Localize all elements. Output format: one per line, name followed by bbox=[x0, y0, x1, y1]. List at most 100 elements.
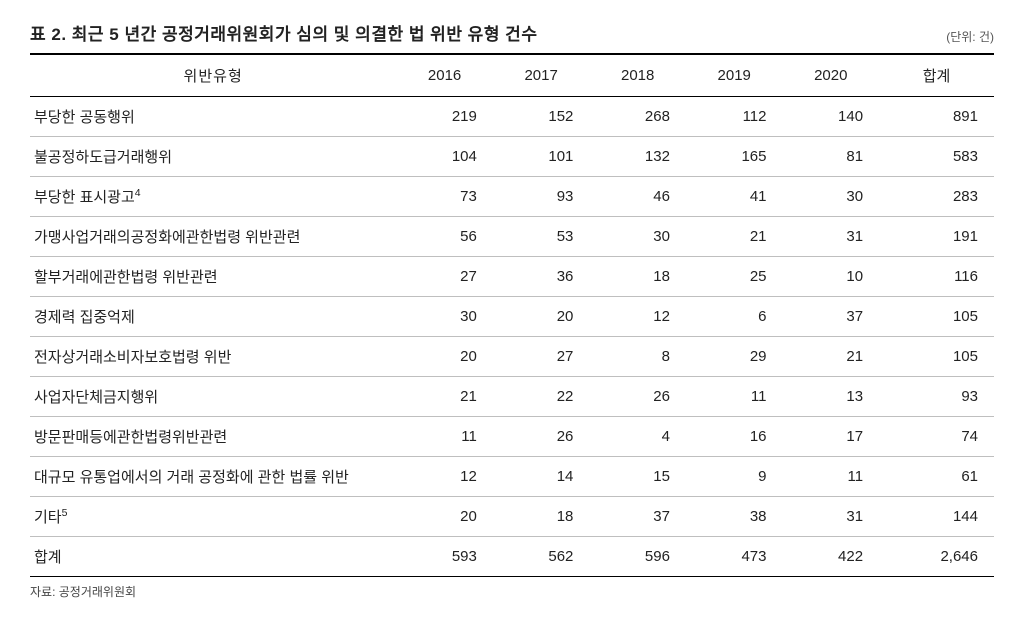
row-label-text: 대규모 유통업에서의 거래 공정화에 관한 법률 위반 bbox=[34, 469, 349, 486]
col-3: 2018 bbox=[589, 54, 686, 97]
row-label: 합계 bbox=[30, 537, 396, 577]
cell: 37 bbox=[783, 297, 880, 337]
row-label: 전자상거래소비자보호법령 위반 bbox=[30, 337, 396, 377]
cell: 17 bbox=[783, 417, 880, 457]
cell: 11 bbox=[783, 457, 880, 497]
footnote-marker: 5 bbox=[62, 507, 68, 519]
col-1: 2016 bbox=[396, 54, 493, 97]
cell: 73 bbox=[396, 177, 493, 217]
table-row: 가맹사업거래의공정화에관한법령 위반관련5653302131191 bbox=[30, 217, 994, 257]
source-label: 자료: 공정거래위원회 bbox=[30, 583, 994, 600]
cell: 27 bbox=[396, 257, 493, 297]
cell: 11 bbox=[396, 417, 493, 457]
cell: 11 bbox=[686, 377, 783, 417]
row-label: 경제력 집중억제 bbox=[30, 297, 396, 337]
col-0: 위반유형 bbox=[30, 54, 396, 97]
cell: 26 bbox=[493, 417, 590, 457]
cell: 53 bbox=[493, 217, 590, 257]
cell: 144 bbox=[879, 497, 994, 537]
cell: 22 bbox=[493, 377, 590, 417]
cell: 16 bbox=[686, 417, 783, 457]
table-row: 기타52018373831144 bbox=[30, 497, 994, 537]
row-label-text: 불공정하도급거래행위 bbox=[34, 149, 172, 166]
cell: 31 bbox=[783, 497, 880, 537]
cell: 31 bbox=[783, 217, 880, 257]
cell: 268 bbox=[589, 97, 686, 137]
unit-label: (단위: 건) bbox=[946, 28, 994, 45]
cell: 116 bbox=[879, 257, 994, 297]
table-row: 부당한 표시광고47393464130283 bbox=[30, 177, 994, 217]
table-row: 할부거래에관한법령 위반관련2736182510116 bbox=[30, 257, 994, 297]
table-row: 부당한 공동행위219152268112140891 bbox=[30, 97, 994, 137]
row-label-text: 할부거래에관한법령 위반관련 bbox=[34, 269, 218, 286]
cell: 20 bbox=[493, 297, 590, 337]
row-label: 부당한 표시광고4 bbox=[30, 177, 396, 217]
row-label: 기타5 bbox=[30, 497, 396, 537]
cell: 152 bbox=[493, 97, 590, 137]
cell: 41 bbox=[686, 177, 783, 217]
row-label-text: 가맹사업거래의공정화에관한법령 위반관련 bbox=[34, 229, 300, 246]
title-text: 최근 5 년간 공정거래위원회가 심의 및 의결한 법 위반 유형 건수 bbox=[72, 25, 538, 44]
cell: 27 bbox=[493, 337, 590, 377]
cell: 25 bbox=[686, 257, 783, 297]
cell: 132 bbox=[589, 137, 686, 177]
cell: 105 bbox=[879, 337, 994, 377]
row-label-text: 부당한 공동행위 bbox=[34, 109, 135, 126]
cell: 891 bbox=[879, 97, 994, 137]
cell: 112 bbox=[686, 97, 783, 137]
row-label-text: 합계 bbox=[34, 549, 62, 566]
table-row: 방문판매등에관한법령위반관련11264161774 bbox=[30, 417, 994, 457]
cell: 81 bbox=[783, 137, 880, 177]
row-label-text: 기타 bbox=[34, 509, 62, 526]
cell: 13 bbox=[783, 377, 880, 417]
col-2: 2017 bbox=[493, 54, 590, 97]
cell: 21 bbox=[686, 217, 783, 257]
cell: 12 bbox=[396, 457, 493, 497]
row-label: 부당한 공동행위 bbox=[30, 97, 396, 137]
cell: 10 bbox=[783, 257, 880, 297]
cell: 21 bbox=[783, 337, 880, 377]
row-label-text: 경제력 집중억제 bbox=[34, 309, 135, 326]
cell: 30 bbox=[589, 217, 686, 257]
cell: 30 bbox=[396, 297, 493, 337]
row-label-text: 방문판매등에관한법령위반관련 bbox=[34, 429, 227, 446]
cell: 219 bbox=[396, 97, 493, 137]
cell: 101 bbox=[493, 137, 590, 177]
cell: 15 bbox=[589, 457, 686, 497]
row-label: 할부거래에관한법령 위반관련 bbox=[30, 257, 396, 297]
footnote-marker: 4 bbox=[135, 187, 141, 199]
cell: 61 bbox=[879, 457, 994, 497]
cell: 473 bbox=[686, 537, 783, 577]
cell: 20 bbox=[396, 497, 493, 537]
cell: 21 bbox=[396, 377, 493, 417]
table-row: 전자상거래소비자보호법령 위반202782921105 bbox=[30, 337, 994, 377]
cell: 583 bbox=[879, 137, 994, 177]
cell: 165 bbox=[686, 137, 783, 177]
cell: 104 bbox=[396, 137, 493, 177]
title-prefix: 표 2. bbox=[30, 25, 67, 44]
title-row: 표 2. 최근 5 년간 공정거래위원회가 심의 및 의결한 법 위반 유형 건… bbox=[30, 20, 994, 45]
cell: 593 bbox=[396, 537, 493, 577]
header-row: 위반유형 2016 2017 2018 2019 2020 합계 bbox=[30, 54, 994, 97]
row-label-text: 전자상거래소비자보호법령 위반 bbox=[34, 349, 231, 366]
cell: 30 bbox=[783, 177, 880, 217]
row-label-text: 부당한 표시광고 bbox=[34, 189, 135, 206]
cell: 18 bbox=[493, 497, 590, 537]
row-label: 사업자단체금지행위 bbox=[30, 377, 396, 417]
row-label: 가맹사업거래의공정화에관한법령 위반관련 bbox=[30, 217, 396, 257]
cell: 8 bbox=[589, 337, 686, 377]
table-body: 부당한 공동행위219152268112140891불공정하도급거래행위1041… bbox=[30, 97, 994, 577]
col-5: 2020 bbox=[783, 54, 880, 97]
cell: 36 bbox=[493, 257, 590, 297]
table-row-total: 합계5935625964734222,646 bbox=[30, 537, 994, 577]
cell: 562 bbox=[493, 537, 590, 577]
violations-table: 위반유형 2016 2017 2018 2019 2020 합계 부당한 공동행… bbox=[30, 53, 994, 577]
table-row: 대규모 유통업에서의 거래 공정화에 관한 법률 위반12141591161 bbox=[30, 457, 994, 497]
cell: 105 bbox=[879, 297, 994, 337]
cell: 6 bbox=[686, 297, 783, 337]
cell: 74 bbox=[879, 417, 994, 457]
cell: 283 bbox=[879, 177, 994, 217]
cell: 29 bbox=[686, 337, 783, 377]
cell: 93 bbox=[493, 177, 590, 217]
col-4: 2019 bbox=[686, 54, 783, 97]
